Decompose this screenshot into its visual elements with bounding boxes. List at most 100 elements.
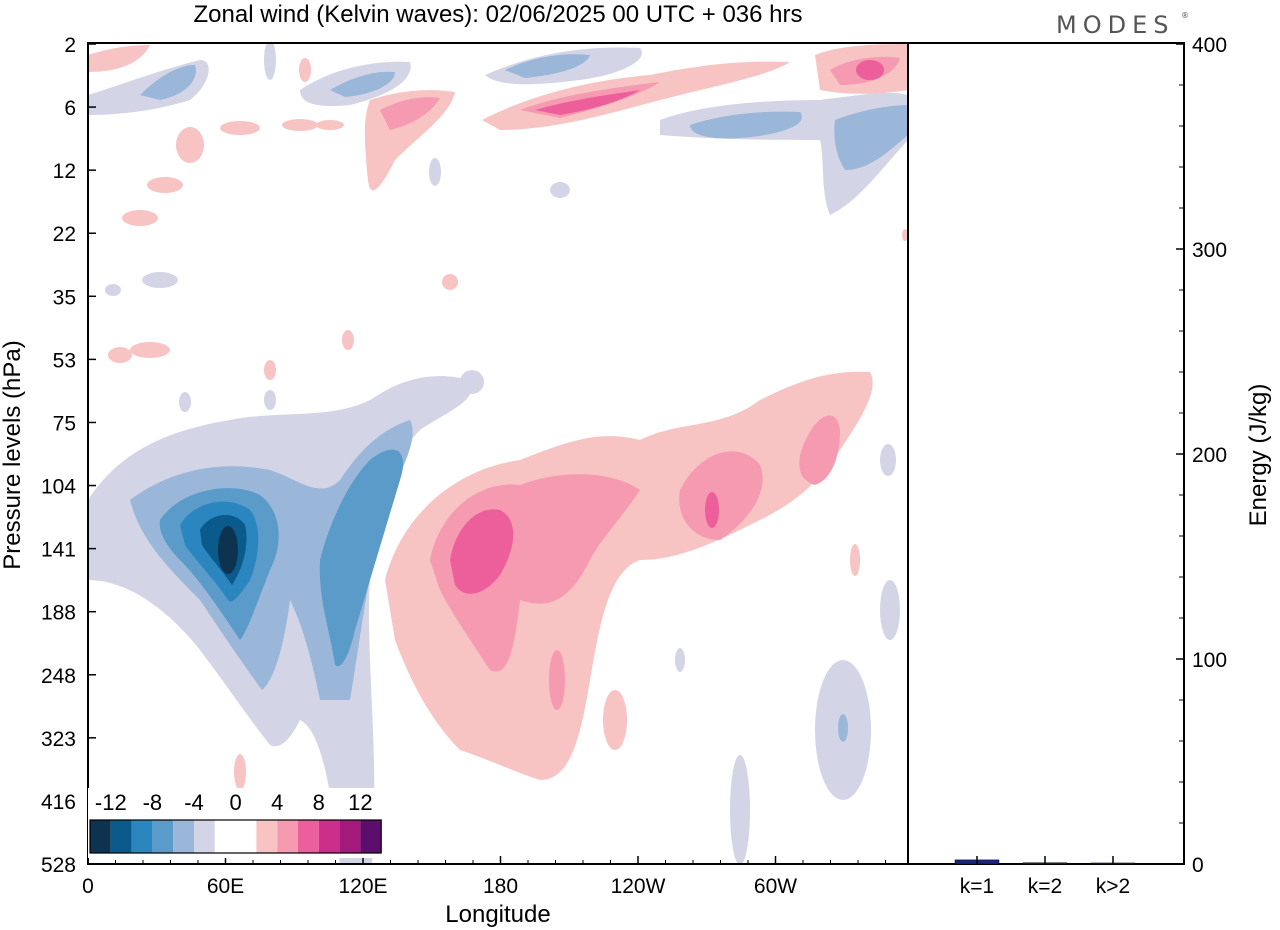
small-contour-0: [176, 127, 204, 163]
x-axis-label: Longitude: [445, 901, 550, 928]
y-tick-label: 416: [41, 791, 76, 814]
small-contour-1: [147, 177, 183, 193]
small-contour-6: [142, 272, 178, 288]
small-contour-28: [299, 58, 311, 82]
energy-tick-label: 400: [1192, 34, 1227, 57]
small-contour-19: [880, 444, 896, 476]
modes-logo: MODES: [1056, 11, 1174, 39]
legend-swatch: [152, 820, 174, 853]
small-contour-14: [460, 370, 484, 394]
small-contour-9: [282, 119, 318, 131]
legend-swatch: [194, 820, 215, 853]
y-tick-label: 188: [41, 602, 76, 625]
small-contour-23: [730, 755, 750, 864]
upper-positive-6: [535, 90, 640, 115]
y-tick-label: 323: [41, 728, 76, 751]
y-tick-label: 22: [53, 223, 76, 246]
energy-tick-label: 100: [1192, 649, 1227, 672]
y-tick-label: 75: [53, 412, 76, 435]
y-axis: 2 6 12 22 35 53 75 104 141 188 248 323 416 528: [41, 34, 96, 877]
negative-contour-12: [218, 526, 238, 574]
legend-swatch: [318, 820, 340, 853]
legend-label: 8: [313, 790, 325, 815]
y-tick-label: 141: [41, 539, 76, 562]
energy-tick-label: 0: [1192, 854, 1204, 877]
small-contour-5: [220, 121, 260, 135]
modes-logo-mark: ®: [1181, 11, 1195, 20]
small-contour-22: [838, 714, 848, 742]
small-contour-10: [316, 120, 344, 130]
positive-contour-4b: [679, 451, 763, 540]
upper-negative-4d: [690, 111, 802, 139]
upper-negative-4c: [505, 54, 590, 78]
energy-tick-label: 300: [1192, 239, 1227, 262]
legend-swatch: [214, 820, 236, 853]
legend-swatch: [90, 820, 111, 853]
small-contour-24: [264, 390, 276, 410]
upper-positive-4: [380, 97, 440, 130]
small-contour-16: [234, 754, 246, 790]
y-tick-label: 2: [64, 34, 76, 57]
legend-label: 0: [229, 790, 241, 815]
small-contour-11: [429, 158, 441, 186]
small-contour-2: [122, 210, 158, 226]
x-tick-label: 120E: [338, 875, 387, 898]
legend-swatch: [339, 820, 361, 853]
positive-contour-4c: [799, 415, 840, 485]
legend-swatch: [235, 820, 257, 853]
x-tick-label: 120W: [611, 875, 666, 898]
legend-swatch: [298, 820, 319, 853]
legend-label: -8: [143, 790, 163, 815]
small-contour-15: [179, 392, 191, 412]
small-contour-8: [342, 330, 354, 350]
x-tick-label: 0: [82, 875, 94, 898]
energy-plot-frame: [907, 42, 1185, 865]
legend-swatch: [110, 820, 132, 853]
legend-swatch: [131, 820, 153, 853]
legend-label: -12: [95, 790, 127, 815]
x-tick-label: 180: [483, 875, 518, 898]
energy-axis-label: Energy (J/kg): [1245, 384, 1272, 527]
chart-title: Zonal wind (Kelvin waves): 02/06/2025 00…: [194, 1, 803, 28]
energy-category-label: k=1: [960, 875, 994, 898]
small-contour-3: [108, 347, 132, 363]
small-contour-7: [105, 284, 121, 296]
legend-swatch: [256, 820, 278, 853]
x-axis: 0 60E 120E 180 120W 60W: [82, 856, 886, 898]
upper-positive-2: [88, 45, 150, 72]
legend-swatch: [360, 820, 382, 853]
legend-swatch: [173, 820, 194, 853]
colorbar-legend: -12 -8 -4 0 4 8 12: [88, 788, 383, 858]
energy-bars: k=1 k=2 k>2: [954, 856, 1136, 898]
legend-label: 12: [348, 790, 372, 815]
x-tick-label: 60W: [754, 875, 797, 898]
positive-contour-4d: [549, 650, 565, 710]
small-contour-13: [442, 274, 458, 290]
upper-positive-6b: [856, 60, 884, 80]
small-contour-17: [850, 544, 860, 576]
energy-tick-label: 200: [1192, 444, 1227, 467]
legend-label: -4: [184, 790, 204, 815]
upper-negative-4: [140, 65, 196, 100]
legend-label: 4: [271, 790, 283, 815]
positive-contour-6b: [705, 492, 719, 528]
small-contour-12: [550, 182, 570, 198]
y-axis-label: Pressure levels (hPa): [0, 340, 26, 569]
energy-y-axis: 0 100 200 300 400: [1176, 34, 1227, 877]
negative-contour-6b: [319, 449, 404, 667]
legend-frame: [89, 819, 382, 854]
positive-contour-6: [450, 509, 514, 594]
y-tick-label: 528: [41, 854, 76, 877]
y-tick-label: 53: [53, 349, 76, 372]
x-tick-label: 60E: [207, 875, 244, 898]
small-contour-26: [902, 229, 908, 241]
y-tick-label: 6: [64, 97, 76, 120]
small-contour-4: [130, 342, 170, 358]
legend-swatch: [277, 820, 298, 853]
y-tick-label: 104: [41, 476, 76, 499]
small-contour-20: [675, 648, 685, 672]
small-contour-25: [264, 360, 276, 380]
upper-negative-4b: [330, 71, 395, 97]
wind-contour-field: [88, 43, 908, 864]
y-tick-label: 35: [53, 286, 76, 309]
